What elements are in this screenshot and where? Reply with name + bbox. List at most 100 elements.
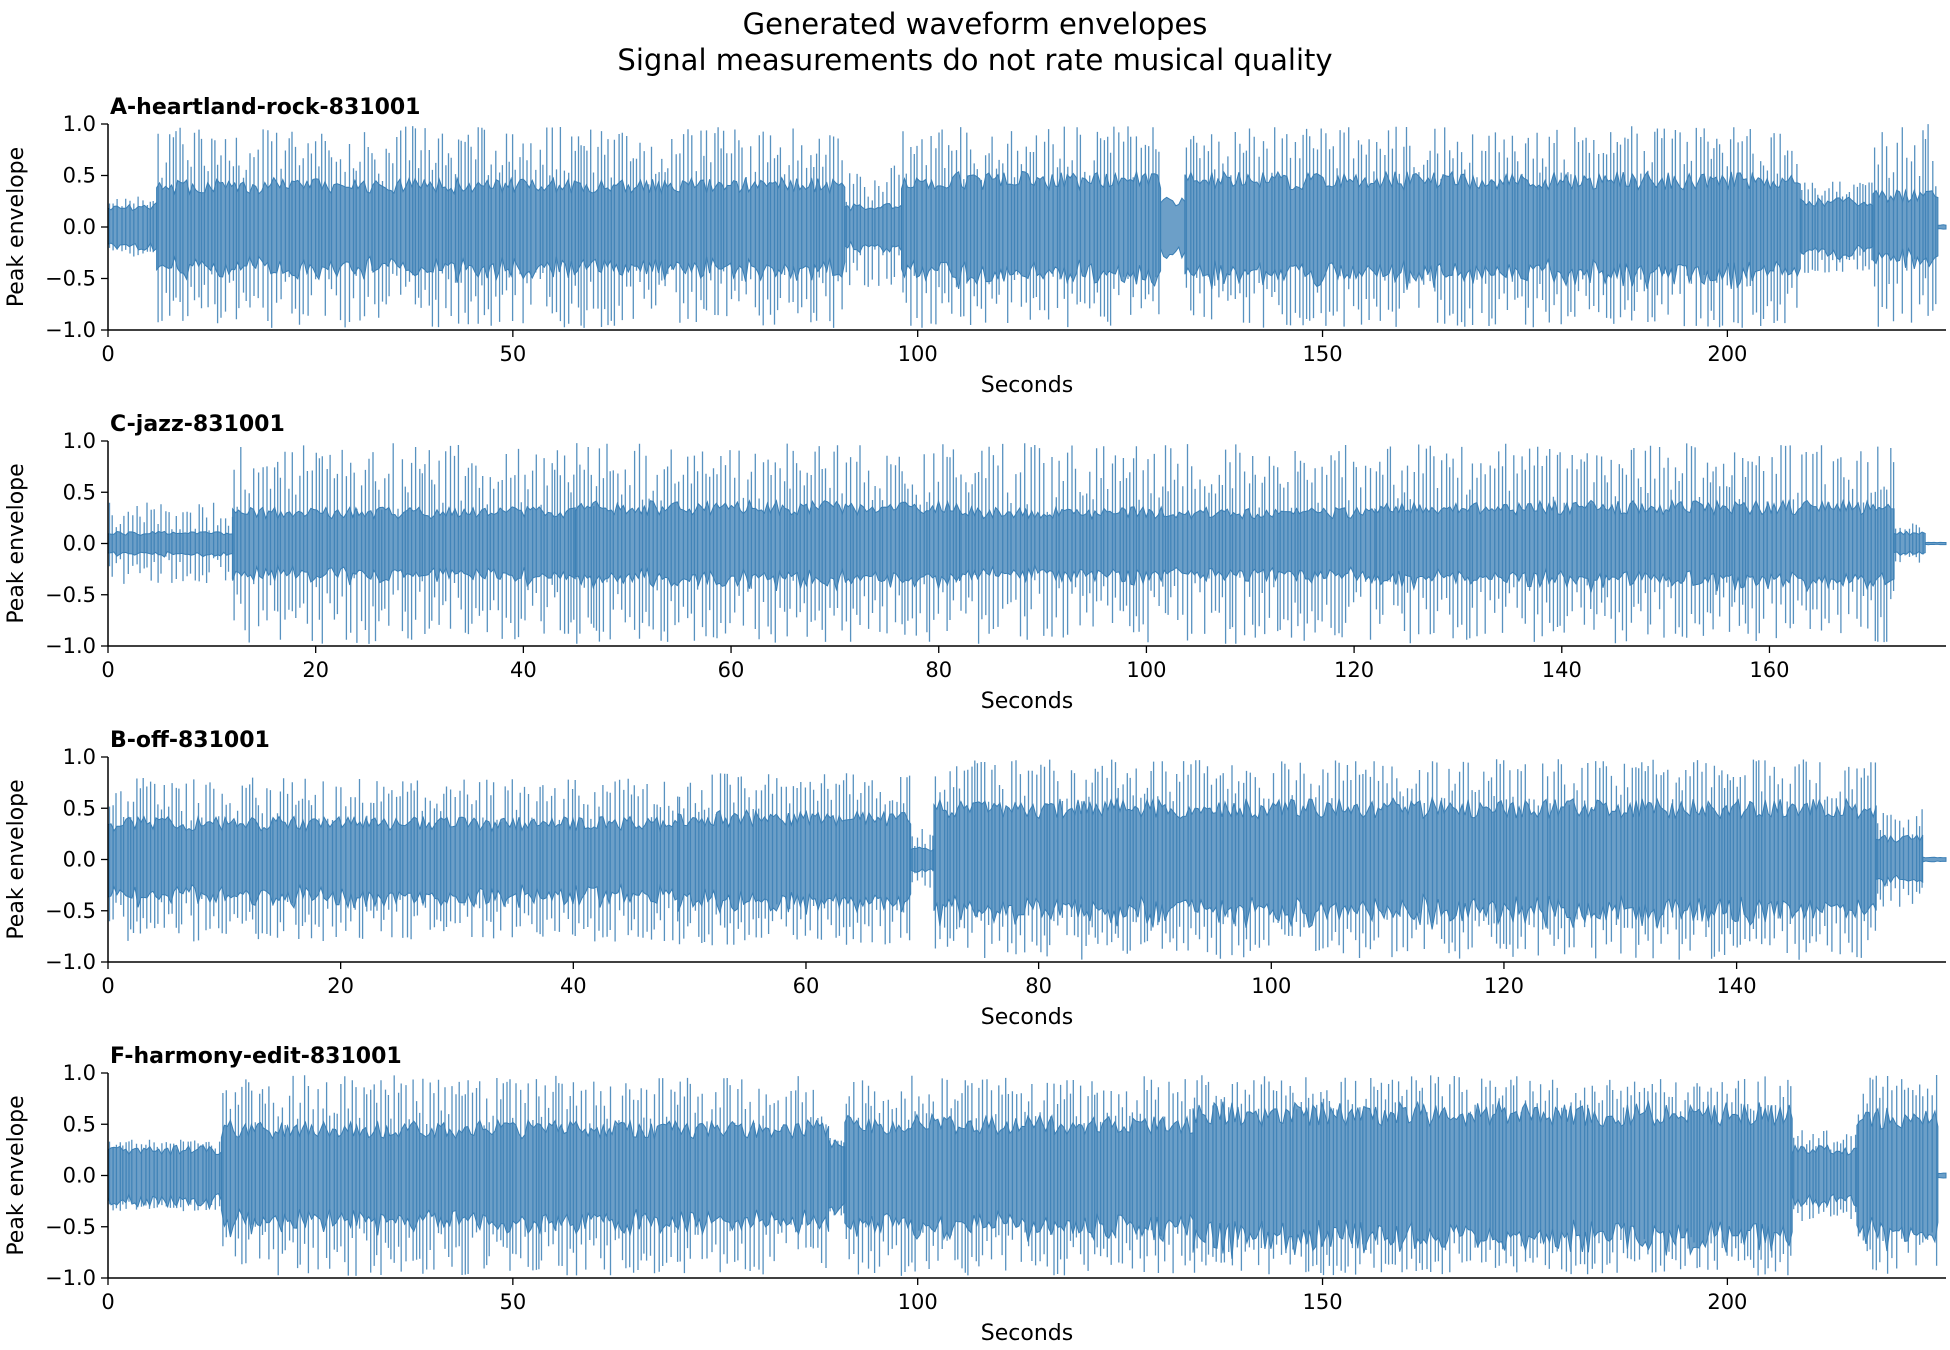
x-axis-label: Seconds [981, 373, 1073, 398]
waveform-peaks [911, 829, 934, 888]
waveform-envelope [901, 169, 1162, 290]
y-tick-label: 0.5 [63, 164, 96, 188]
x-axis-label: Seconds [981, 1005, 1073, 1030]
y-tick-label: 1.0 [63, 1061, 96, 1085]
x-tick-label: 20 [302, 658, 329, 682]
waveform-peaks [902, 126, 1160, 328]
y-tick-label: 0.5 [63, 796, 96, 820]
waveform-peaks [1877, 809, 1923, 907]
x-tick-label: 0 [101, 1290, 114, 1314]
chart-panel: A-heartland-rock-831001 −1.0 −0.5 0.0 0.5 1.0… [4, 95, 1947, 398]
y-tick-label: −0.5 [45, 899, 96, 923]
waveform-peaks [678, 773, 911, 946]
y-axis-label: Peak envelope [4, 779, 29, 939]
x-tick-label: 120 [1484, 974, 1524, 998]
x-tick-label: 50 [499, 342, 526, 366]
chart-panel: C-jazz-831001 −1.0 −0.5 0.0 0.5 1.0 0 20 40 60 80 1… [4, 412, 1947, 714]
y-tick-label: −0.5 [45, 267, 96, 291]
x-tick-label: 0 [101, 658, 114, 682]
waveform-envelope [1856, 1107, 1939, 1252]
panel-title: F-harmony-edit-831001 [110, 1044, 402, 1069]
x-tick-label: 60 [793, 974, 820, 998]
waveform-peaks [1857, 1075, 1938, 1274]
chart-panel: F-harmony-edit-831001 −1.0 −0.5 0.0 0.5 1.0 0 5… [4, 1044, 1947, 1346]
y-tick-label: −1.0 [45, 318, 96, 342]
waveform-peaks [960, 443, 1372, 644]
waveform-peaks [108, 777, 679, 942]
waveform-envelope [959, 505, 1376, 586]
y-axis-label: Peak envelope [4, 463, 29, 623]
x-tick-label: 50 [499, 1290, 526, 1314]
x-axis-label: Seconds [981, 1321, 1073, 1346]
y-tick-label: 1.0 [63, 745, 96, 769]
x-tick-label: 140 [1717, 974, 1757, 998]
x-tick-label: 100 [1126, 658, 1166, 682]
waveform-peaks [1873, 124, 1937, 327]
waveform-peaks [108, 1139, 221, 1212]
waveform-peaks [1801, 181, 1873, 273]
y-tick-label: −0.5 [45, 583, 96, 607]
y-tick-label: 0.0 [63, 1164, 96, 1188]
x-tick-label: 200 [1707, 342, 1747, 366]
waveform-envelope [933, 796, 1877, 930]
x-tick-label: 200 [1707, 1290, 1747, 1314]
x-tick-label: 100 [898, 1290, 938, 1314]
panel-title: A-heartland-rock-831001 [110, 95, 421, 120]
x-tick-label: 60 [718, 658, 745, 682]
x-tick-label: 120 [1334, 658, 1374, 682]
x-tick-label: 80 [1025, 974, 1052, 998]
waveform-peaks [157, 126, 843, 328]
x-tick-label: 100 [898, 342, 938, 366]
x-axis-label: Seconds [981, 689, 1073, 714]
x-tick-label: 20 [327, 974, 354, 998]
x-tick-label: 40 [510, 658, 537, 682]
waveform-envelope [677, 809, 912, 915]
x-tick-label: 160 [1749, 658, 1789, 682]
x-tick-label: 150 [1302, 1290, 1342, 1314]
waveform-peaks [1793, 1130, 1857, 1221]
waveform-envelope [1924, 541, 1947, 546]
y-tick-label: 0.0 [63, 532, 96, 556]
waveform-peaks [576, 443, 957, 644]
x-tick-label: 0 [101, 342, 114, 366]
waveform-peaks [845, 1075, 1191, 1276]
y-tick-label: −1.0 [45, 634, 96, 658]
waveform-peaks [222, 1075, 827, 1276]
waveform-peaks [233, 443, 575, 644]
waveform-peaks [1894, 523, 1924, 563]
waveform-peaks [1375, 443, 1895, 644]
x-tick-label: 140 [1542, 658, 1582, 682]
chart-panel: B-off-831001 −1.0 −0.5 0.0 0.5 1.0 0 20 40 60 80 10… [4, 728, 1947, 1030]
x-tick-label: 0 [101, 974, 114, 998]
x-tick-label: 100 [1251, 974, 1291, 998]
x-tick-label: 150 [1302, 342, 1342, 366]
waveform-envelope [1937, 224, 1947, 230]
waveform-peaks [108, 196, 154, 257]
y-tick-label: 0.5 [63, 480, 96, 504]
waveform-peaks [1185, 126, 1798, 328]
waveform-envelope [232, 505, 576, 587]
waveform-envelope [828, 1138, 846, 1216]
x-tick-label: 40 [560, 974, 587, 998]
panel-title: B-off-831001 [110, 728, 270, 753]
waveform-peaks [845, 165, 900, 287]
y-tick-label: 0.0 [63, 215, 96, 239]
y-tick-label: 1.0 [63, 112, 96, 136]
y-tick-label: −1.0 [45, 1266, 96, 1290]
waveform-peaks [1193, 1075, 1792, 1276]
waveform-peaks [108, 502, 234, 584]
x-tick-label: 80 [925, 658, 952, 682]
waveform-peaks [934, 759, 1877, 960]
panel-title: C-jazz-831001 [110, 412, 285, 437]
y-axis-label: Peak envelope [4, 147, 29, 307]
figure-title: Generated waveform envelopes [742, 7, 1208, 41]
y-tick-label: 0.5 [63, 1112, 96, 1136]
waveform-envelope [107, 201, 158, 252]
waveform-envelope [1937, 1172, 1947, 1179]
figure-title-block: Generated waveform envelopes Signal meas… [0, 6, 1950, 78]
y-tick-label: −1.0 [45, 950, 96, 974]
y-tick-label: −0.5 [45, 1215, 96, 1239]
waveform-envelope [1922, 856, 1947, 863]
y-tick-label: 0.0 [63, 848, 96, 872]
